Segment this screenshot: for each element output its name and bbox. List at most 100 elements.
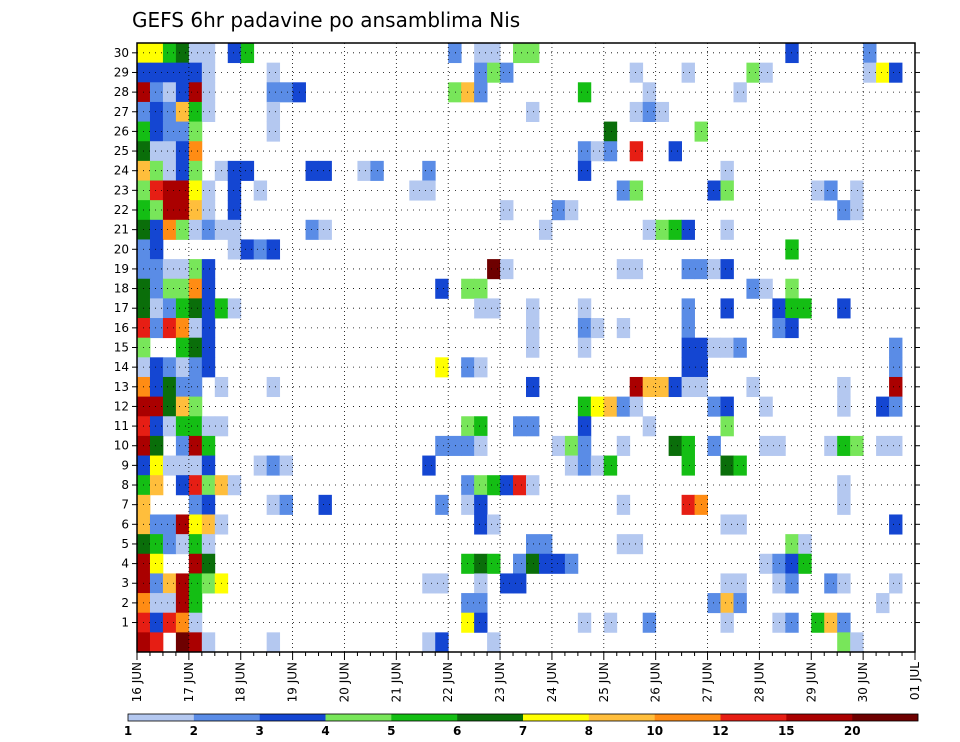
- heatmap-cell: [435, 494, 449, 515]
- heatmap-cell: [435, 357, 449, 378]
- heatmap-cell: [889, 357, 903, 378]
- heatmap-cell: [487, 298, 501, 319]
- heatmap-cell: [526, 553, 540, 574]
- heatmap-cell: [149, 101, 164, 122]
- colorbar-label: 2: [190, 724, 198, 738]
- heatmap-cell: [577, 435, 592, 456]
- heatmap-cell: [149, 573, 164, 594]
- heatmap-cell: [785, 612, 799, 633]
- y-tick-label: 14: [114, 360, 129, 374]
- y-tick-label: 9: [121, 458, 129, 472]
- heatmap-cell: [513, 416, 527, 437]
- heatmap-cell: [175, 298, 190, 319]
- x-tick-label: 21 JUN: [389, 662, 403, 702]
- heatmap-cell: [162, 43, 177, 64]
- heatmap-cell: [266, 376, 281, 398]
- colorbar-label: 4: [321, 724, 329, 738]
- heatmap-cell: [266, 455, 281, 476]
- heatmap-cell: [162, 259, 177, 280]
- heatmap-cell: [889, 396, 903, 417]
- heatmap-cell: [577, 612, 592, 633]
- y-tick-label: 10: [114, 439, 129, 453]
- heatmap-cell: [149, 239, 164, 260]
- heatmap-cell: [500, 475, 514, 496]
- heatmap-cell: [564, 435, 579, 456]
- y-tick-label: 2: [121, 596, 129, 610]
- heatmap-cell: [759, 435, 773, 456]
- heatmap-cell: [422, 632, 436, 653]
- heatmap-cell: [487, 259, 501, 280]
- heatmap-cell: [526, 475, 540, 496]
- heatmap-cell: [474, 573, 488, 594]
- heatmap-cells: [137, 43, 903, 653]
- heatmap-cell: [720, 573, 734, 594]
- colorbar-segment: [654, 714, 721, 721]
- heatmap-cell: [188, 475, 203, 496]
- heatmap-cell: [824, 435, 838, 456]
- heatmap-cell: [733, 455, 747, 476]
- heatmap-cell: [474, 357, 488, 378]
- heatmap-cell: [681, 494, 695, 515]
- heatmap-cell: [188, 180, 203, 201]
- heatmap-cell: [149, 160, 164, 181]
- heatmap-cell: [201, 200, 216, 221]
- heatmap-cell: [162, 219, 177, 240]
- heatmap-cell: [577, 298, 592, 319]
- heatmap-cell: [448, 435, 462, 456]
- heatmap-cell: [188, 416, 203, 437]
- heatmap-cell: [422, 573, 436, 594]
- y-tick-label: 7: [121, 498, 129, 512]
- heatmap-cell: [188, 553, 203, 574]
- heatmap-cell: [227, 239, 242, 260]
- heatmap-cell: [876, 62, 890, 83]
- heatmap-cell: [162, 101, 177, 122]
- y-tick-label: 30: [114, 46, 129, 60]
- heatmap-cell: [564, 200, 579, 221]
- heatmap-cell: [409, 180, 423, 201]
- heatmap-cell: [162, 62, 177, 83]
- heatmap-cell: [487, 514, 501, 535]
- heatmap-cell: [201, 534, 216, 555]
- heatmap-cell: [681, 298, 695, 319]
- heatmap-cell: [175, 180, 190, 201]
- colorbar-segment: [457, 714, 524, 721]
- heatmap-cell: [149, 514, 164, 535]
- heatmap-cell: [162, 200, 177, 221]
- heatmap-cell: [681, 337, 695, 358]
- heatmap-cell: [175, 632, 190, 653]
- heatmap-cell: [227, 180, 242, 201]
- heatmap-cell: [188, 160, 203, 181]
- heatmap-cell: [642, 219, 657, 240]
- heatmap-cell: [487, 62, 501, 83]
- heatmap-cell: [201, 357, 216, 378]
- heatmap-cell: [149, 298, 164, 319]
- heatmap-cell: [551, 553, 566, 574]
- heatmap-cell: [162, 593, 177, 614]
- y-tick-label: 25: [114, 144, 129, 158]
- heatmap-cell: [162, 514, 177, 535]
- heatmap-cell: [175, 376, 190, 398]
- heatmap-cell: [422, 160, 436, 181]
- heatmap-cell: [201, 180, 216, 201]
- heatmap-cell: [720, 612, 734, 633]
- heatmap-cell: [175, 43, 190, 64]
- heatmap-cell: [720, 514, 734, 535]
- heatmap-cell: [162, 278, 177, 299]
- heatmap-cell: [175, 101, 190, 122]
- heatmap-cell: [162, 396, 177, 417]
- heatmap-cell: [188, 357, 203, 378]
- heatmap-cell: [500, 200, 514, 221]
- heatmap-cell: [551, 435, 566, 456]
- heatmap-cell: [526, 337, 540, 358]
- heatmap-cell: [681, 219, 695, 240]
- heatmap-cell: [474, 593, 488, 614]
- heatmap-cell: [655, 219, 670, 240]
- heatmap-cell: [201, 435, 216, 456]
- heatmap-cell: [162, 141, 177, 162]
- heatmap-cell: [201, 219, 216, 240]
- heatmap-cell: [889, 337, 903, 358]
- heatmap-cell: [837, 298, 851, 319]
- heatmap-cell: [175, 534, 190, 555]
- colorbar-segment: [523, 714, 590, 721]
- heatmap-cell: [500, 62, 514, 83]
